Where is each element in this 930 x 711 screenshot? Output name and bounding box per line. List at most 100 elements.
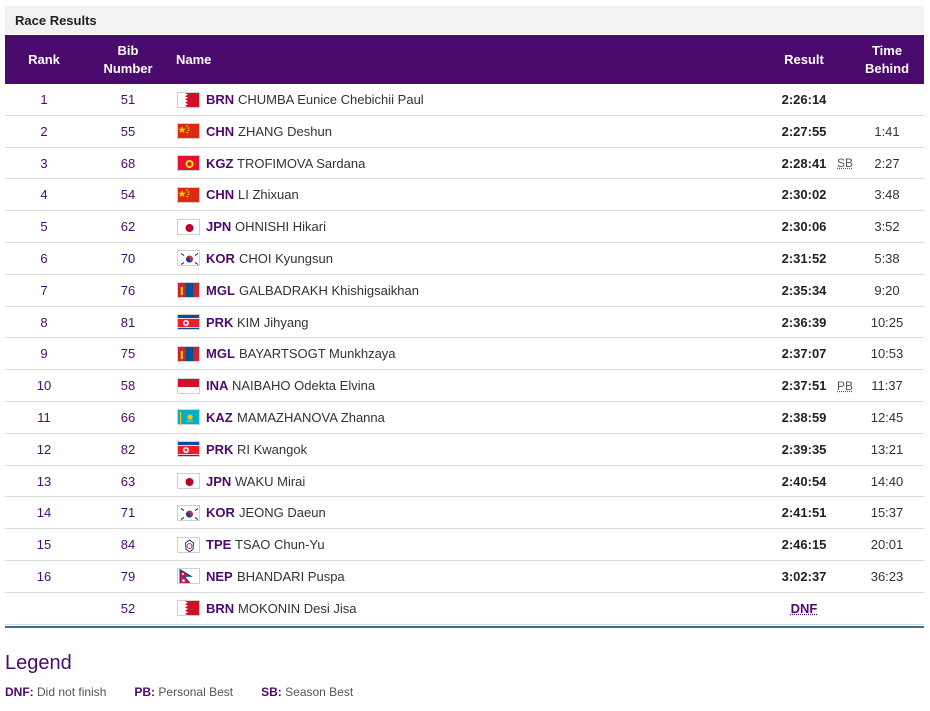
legend: DNF: Did not finish PB: Personal Best SB… [5, 685, 353, 699]
table-row: 11 66 KAZ MAMAZHANOVA Zhanna 2:38:59 12:… [5, 402, 924, 434]
athlete-name[interactable]: MAMAZHANOVA Zhanna [237, 409, 385, 425]
result-cell: 2:46:15 [781, 537, 827, 553]
bib-cell: 58 [120, 378, 136, 394]
time-behind-cell: 2:27 [874, 155, 900, 171]
table-row: 7 76 MGL GALBADRAKH Khishigsaikhan 2:35:… [5, 275, 924, 307]
noc-code[interactable]: CHN [206, 187, 235, 203]
time-behind-cell: 11:37 [871, 378, 903, 394]
legend-text: Did not finish [37, 685, 107, 699]
athlete-name[interactable]: TSAO Chun-Yu [235, 537, 325, 553]
noc-code[interactable]: BRN [206, 92, 235, 107]
athlete-name[interactable]: MOKONIN Desi Jisa [238, 600, 357, 616]
noc-code[interactable]: MGL [206, 346, 235, 362]
rank-cell: 8 [40, 314, 48, 330]
athlete-name[interactable]: LI Zhixuan [238, 187, 299, 203]
noc-code[interactable]: KOR [206, 505, 235, 521]
table-row: 13 63 JPN WAKU Mirai 2:40:54 14:40 [5, 466, 924, 498]
noc-code[interactable]: JPN [206, 473, 232, 489]
legend-title: Legend [5, 652, 72, 674]
table-row: 14 71 KOR JEONG Daeun 2:41:51 15:37 [5, 497, 924, 530]
time-behind-cell: 3:52 [874, 219, 900, 235]
column-header-bib[interactable]: Bib Number [95, 35, 161, 84]
athlete-name[interactable]: CHOI Kyungsun [239, 250, 333, 266]
column-header-result[interactable]: Result [784, 51, 824, 67]
flag-mgl-icon [177, 282, 200, 299]
athlete-name[interactable]: NAIBAHO Odekta Elvina [232, 378, 376, 394]
flag-cell [177, 338, 202, 369]
rank-cell: 5 [40, 219, 48, 235]
noc-code[interactable]: NEP [206, 568, 233, 584]
panel-title: Race Results [5, 6, 924, 34]
legend-code: DNF: [5, 685, 34, 699]
flag-jpn-icon [177, 473, 200, 490]
bib-cell: 68 [120, 155, 136, 171]
athlete-name[interactable]: KIM Jihyang [237, 314, 309, 330]
flag-cell [177, 529, 202, 560]
time-behind-cell: 10:53 [870, 346, 904, 362]
athlete-name[interactable]: JEONG Daeun [239, 505, 326, 521]
flag-cell [177, 370, 202, 401]
column-header-rank[interactable]: Rank [28, 51, 60, 67]
athlete-name[interactable]: TROFIMOVA Sardana [237, 155, 366, 171]
result-cell: 2:37:51 [781, 378, 827, 394]
result-cell: 2:40:54 [781, 473, 827, 489]
table-header: Rank Bib Number Name Result Time Behind [5, 35, 924, 84]
bib-cell: 66 [120, 409, 136, 425]
legend-code: SB: [261, 685, 282, 699]
rank-cell: 6 [40, 250, 48, 266]
athlete-name[interactable]: OHNISHI Hikari [235, 219, 327, 235]
time-behind-cell [853, 84, 921, 115]
athlete-name[interactable]: RI Kwangok [237, 441, 308, 457]
flag-kor-icon [177, 250, 200, 267]
rank-cell: 12 [36, 441, 52, 457]
noc-code[interactable]: BRN [206, 600, 235, 616]
noc-code[interactable]: CHN [206, 123, 235, 139]
flag-cell [177, 497, 202, 528]
time-behind-cell: 20:01 [870, 537, 904, 553]
flag-ina-icon [177, 377, 200, 394]
results-table-body: 1 51 BRN CHUMBA Eunice Chebichii Paul 2:… [5, 84, 924, 625]
noc-code[interactable]: KGZ [206, 155, 234, 171]
column-header-time-behind[interactable]: Time Behind [853, 35, 921, 84]
noc-code[interactable]: JPN [206, 219, 232, 235]
rank-cell: 7 [40, 282, 48, 298]
column-header-name[interactable]: Name [176, 51, 212, 67]
result-cell: DNF [790, 600, 818, 616]
table-row: 1 51 BRN CHUMBA Eunice Chebichii Paul 2:… [5, 84, 924, 116]
noc-code[interactable]: KOR [206, 250, 235, 266]
athlete-name[interactable]: GALBADRAKH Khishigsaikhan [239, 282, 419, 298]
result-cell: 2:38:59 [781, 409, 827, 425]
table-row: 4 54 CHN LI Zhixuan 2:30:02 3:48 [5, 179, 924, 212]
athlete-name[interactable]: BAYARTSOGT Munkhzaya [239, 346, 396, 362]
result-cell: 2:41:51 [781, 505, 827, 521]
result-cell: 2:35:34 [781, 282, 827, 298]
rank-cell: 3 [40, 155, 48, 171]
noc-code[interactable]: MGL [206, 282, 235, 298]
flag-prk-icon [177, 314, 200, 331]
bib-cell: 52 [120, 600, 136, 616]
result-cell: 2:37:07 [781, 346, 827, 362]
bib-cell: 51 [120, 92, 136, 107]
rank-cell [5, 593, 83, 624]
bib-cell: 81 [120, 314, 136, 330]
noc-code[interactable]: TPE [206, 537, 232, 553]
legend-item-dnf: DNF: Did not finish [5, 685, 106, 699]
flag-tpe-icon [177, 536, 200, 553]
flag-kor-icon [177, 504, 200, 521]
noc-code[interactable]: INA [206, 378, 229, 394]
time-behind-cell [853, 593, 921, 624]
table-row: 3 68 KGZ TROFIMOVA Sardana 2:28:41 SB 2:… [5, 148, 924, 180]
noc-code[interactable]: PRK [206, 314, 234, 330]
athlete-name[interactable]: BHANDARI Puspa [237, 568, 345, 584]
record-mark: PB [837, 378, 854, 393]
time-behind-cell: 10:25 [870, 314, 904, 330]
result-cell: 3:02:37 [781, 568, 827, 584]
noc-code[interactable]: PRK [206, 441, 234, 457]
athlete-name[interactable]: WAKU Mirai [235, 473, 306, 489]
athlete-name[interactable]: ZHANG Deshun [238, 123, 332, 139]
bib-cell: 75 [120, 346, 136, 362]
result-cell: 2:26:14 [781, 92, 827, 107]
bib-cell: 55 [120, 123, 136, 139]
noc-code[interactable]: KAZ [206, 409, 233, 425]
athlete-name[interactable]: CHUMBA Eunice Chebichii Paul [238, 92, 424, 107]
